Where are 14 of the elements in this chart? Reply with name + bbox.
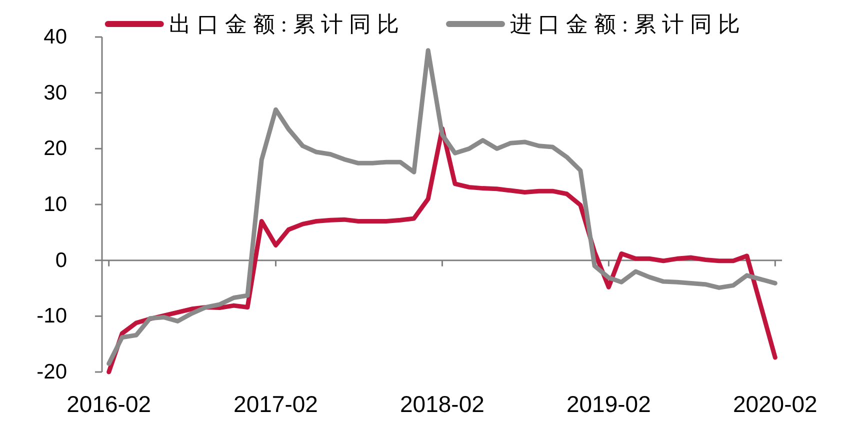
x-tick-label: 2016-02 <box>66 391 152 417</box>
x-tick-label: 2019-02 <box>566 391 651 417</box>
legend-label: 进口金额:累计同比 <box>510 12 746 36</box>
x-tick-label: 2018-02 <box>400 391 484 417</box>
y-tick-label: 40 <box>44 26 67 48</box>
y-tick-label: 20 <box>44 137 67 160</box>
y-tick-label: 10 <box>44 193 67 216</box>
legend-label: 出口金额:累计同比 <box>168 12 405 36</box>
x-tick-label: 2020-02 <box>732 391 818 417</box>
y-tick-label: 0 <box>55 248 67 272</box>
y-tick-label: -10 <box>36 304 67 328</box>
x-tick-label: 2017-02 <box>234 391 318 417</box>
y-tick-label: 30 <box>44 81 67 104</box>
y-tick-label: -20 <box>36 360 67 384</box>
